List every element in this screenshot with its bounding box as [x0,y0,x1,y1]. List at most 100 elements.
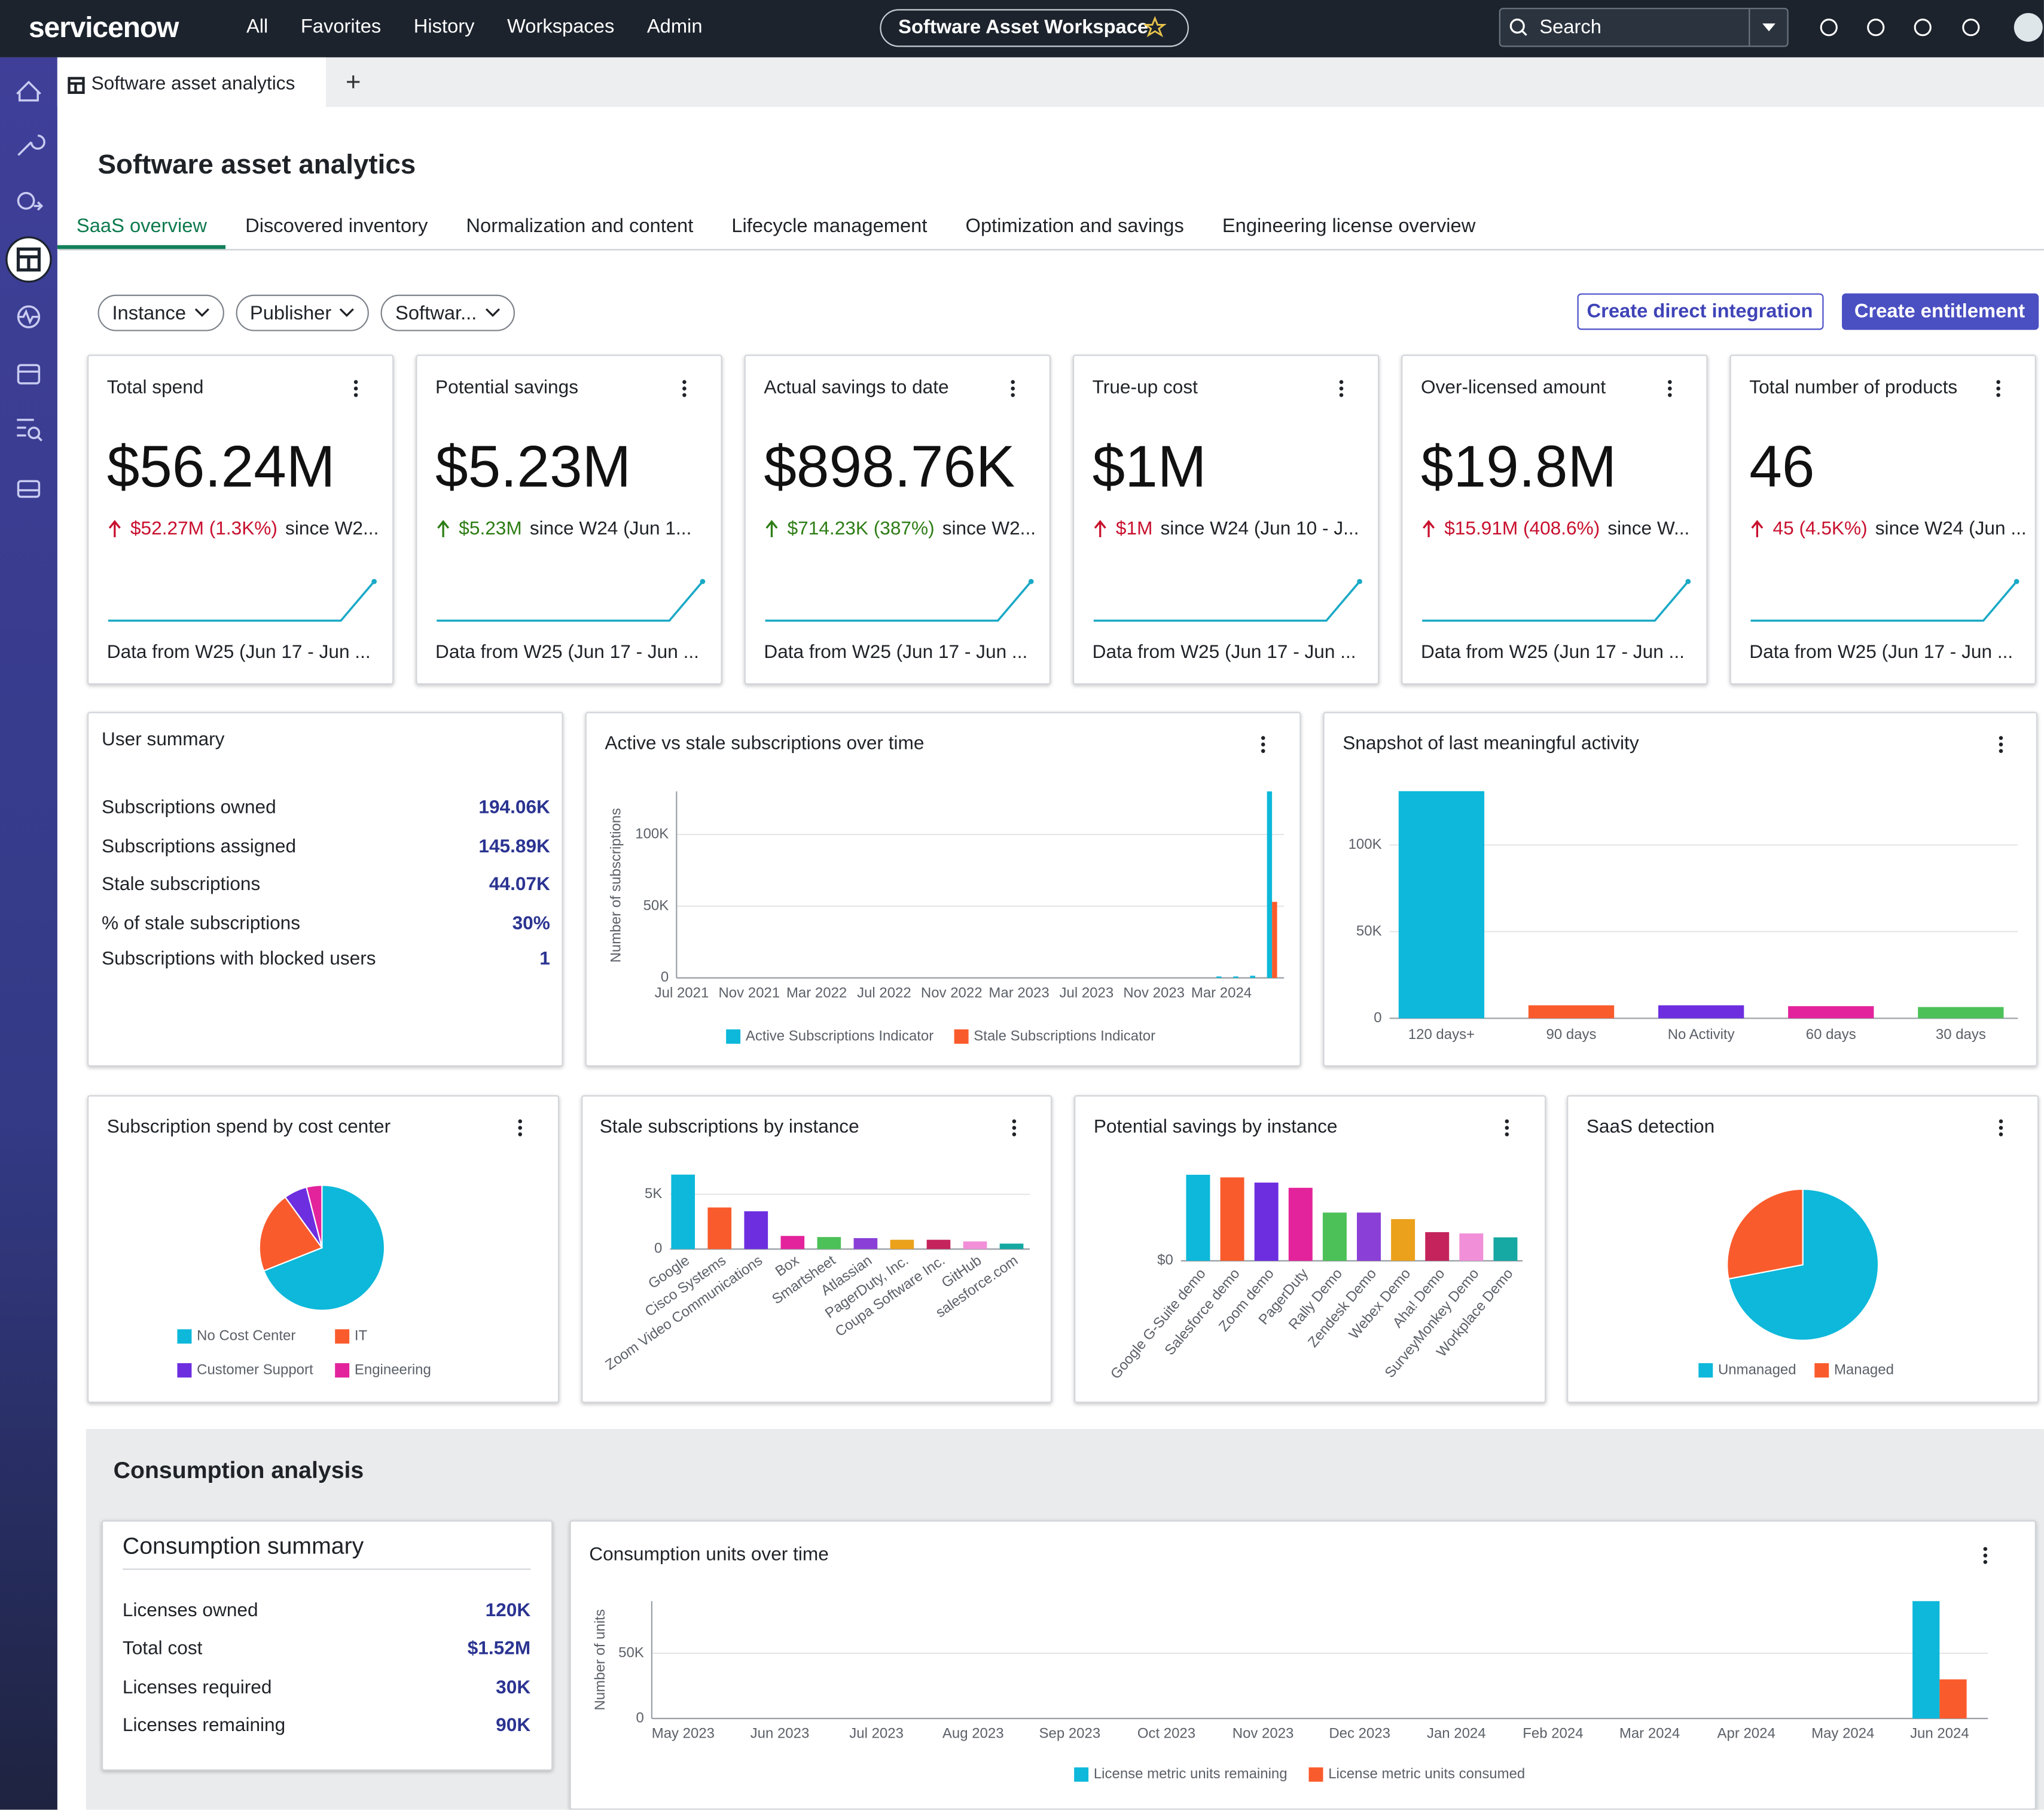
page-title: Software asset analytics [97,150,416,180]
section-tab[interactable]: Discovered inventory [245,215,428,237]
calendar-icon[interactable] [17,364,41,385]
user-summary-card [87,712,563,1067]
kpi-title: Total number of products [1749,377,1958,399]
card-title: User summary [102,729,225,751]
summary-label: Subscriptions assigned [102,836,297,858]
chevron [340,308,355,317]
kpi-change: $52.27M (1.3K%) since W2... [130,519,379,540]
kpi-card [744,354,1051,685]
chart-card [1567,1095,2039,1403]
logo: servicenow [28,11,179,44]
summary-value: 90K [496,1715,531,1736]
summary-label: Total cost [122,1638,203,1660]
menu-item[interactable]: History [413,16,475,38]
kpi-delta: $5.23M [459,519,522,540]
kpi-delta: 45 (4.5K%) [1773,519,1868,540]
consumption-summary-card [102,1520,553,1771]
chart-title: Stale subscriptions by instance [599,1117,859,1138]
kpi-delta: $52.27M (1.3K%) [130,519,277,540]
kpi-title: Potential savings [435,377,579,399]
chart-card [1323,712,2038,1067]
section-tab[interactable]: Engineering license overview [1222,215,1476,237]
kpi-change: $15.91M (408.6%) since W... [1444,519,1689,540]
kpi-value: $19.8M [1420,432,1617,500]
storage-icon[interactable] [17,480,41,498]
card-title: Consumption summary [122,1532,364,1559]
tabs-rule [59,249,2044,251]
summary-value: 1 [539,949,550,970]
home-icon[interactable] [16,80,41,102]
filter-pill[interactable]: Publisher [235,294,370,331]
summary-value: 120K [485,1601,531,1622]
tools-icon[interactable] [17,134,45,156]
search-list-icon[interactable] [17,419,34,437]
active-browser-tab[interactable] [57,57,326,107]
filter-label: Softwar... [395,301,477,324]
kpi-footer: Data from W25 (Jun 17 - Jun ... [1420,642,1685,663]
kpi-footer: Data from W25 (Jun 17 - Jun ... [1749,642,2014,663]
menu-item[interactable]: Admin [646,16,703,38]
summary-value: $1.52M [467,1638,531,1660]
chart-title: SaaS detection [1586,1117,1715,1138]
sidebar-icons [5,80,52,498]
summary-value: 30% [512,913,550,935]
kpi-delta: $15.91M (408.6%) [1444,519,1600,540]
section-tabs: SaaS overview Discovered inventory Normali… [57,215,1494,249]
chart-card [1074,1095,1546,1403]
kpi-delta: $1M [1115,519,1153,540]
menu-item[interactable]: Workspaces [507,16,615,38]
history-icon[interactable] [17,191,35,210]
kpi-value: $1M [1092,432,1207,500]
new-tab[interactable]: + [345,68,361,97]
section-tab[interactable]: Optimization and savings [965,215,1184,237]
kpi-value: $56.24M [106,432,335,500]
chart-card [569,1520,2036,1810]
kpi-title: Total spend [106,377,204,399]
workspace-pill[interactable] [880,9,1189,47]
kpi-period: since W24 (Jun 10 - J... [1160,519,1359,540]
kpi-title: Actual savings to date [764,377,949,399]
secondary-button[interactable] [1577,293,1824,330]
primary-button[interactable] [1842,293,2039,330]
summary-value: 194.06K [478,797,550,819]
browser-tab-title: Software asset analytics [91,74,295,95]
search-box[interactable] [1499,8,1789,47]
filter-pill[interactable]: Softwar... [381,294,515,331]
section-tab[interactable]: SaaS overview [57,215,227,249]
menu-item[interactable]: All [246,16,269,38]
chart-title: Consumption units over time [589,1544,829,1566]
section-title: Consumption analysis [113,1457,364,1483]
kpi-period: since W... [1607,519,1690,540]
kpi-card [416,354,722,685]
chevron [194,308,209,317]
kpi-card [87,354,394,685]
filter-label: Publisher [249,301,332,324]
kpi-change: $1M since W24 (Jun 10 - J... [1116,519,1359,540]
tab-strip [57,57,2044,107]
kpi-footer: Data from W25 (Jun 17 - Jun ... [1092,642,1356,663]
summary-label: Licenses required [122,1677,272,1699]
search-placeholder: Search [1539,16,1601,39]
summary-label: Subscriptions owned [102,797,276,819]
workspace-name: Software Asset Workspace [898,16,1149,39]
menu-item[interactable]: Favorites [300,16,382,38]
section-tab[interactable]: Normalization and content [466,215,694,237]
section-tab[interactable]: Lifecycle management [731,215,928,237]
chart-title: Snapshot of last meaningful activity [1343,733,1639,755]
summary-label: Licenses remaining [122,1715,286,1736]
kpi-period: since W2... [942,519,1036,540]
kpi-period: since W24 (Jun ... [1875,519,2027,540]
kpi-value: $898.76K [764,432,1015,500]
kpi-period: since W24 (Jun 1... [529,519,692,540]
filter-pill[interactable]: Instance [97,294,224,331]
kpi-period: since W2... [285,519,379,540]
kpi-value: 46 [1749,432,1815,500]
kpi-footer: Data from W25 (Jun 17 - Jun ... [764,642,1028,663]
kpi-change: $714.23K (387%) since W2... [788,519,1036,540]
kpi-value: $5.23M [435,432,631,500]
summary-label: Subscriptions with blocked users [102,949,376,970]
kpi-title: True-up cost [1092,377,1198,399]
chart-title: Active vs stale subscriptions over time [605,733,925,755]
